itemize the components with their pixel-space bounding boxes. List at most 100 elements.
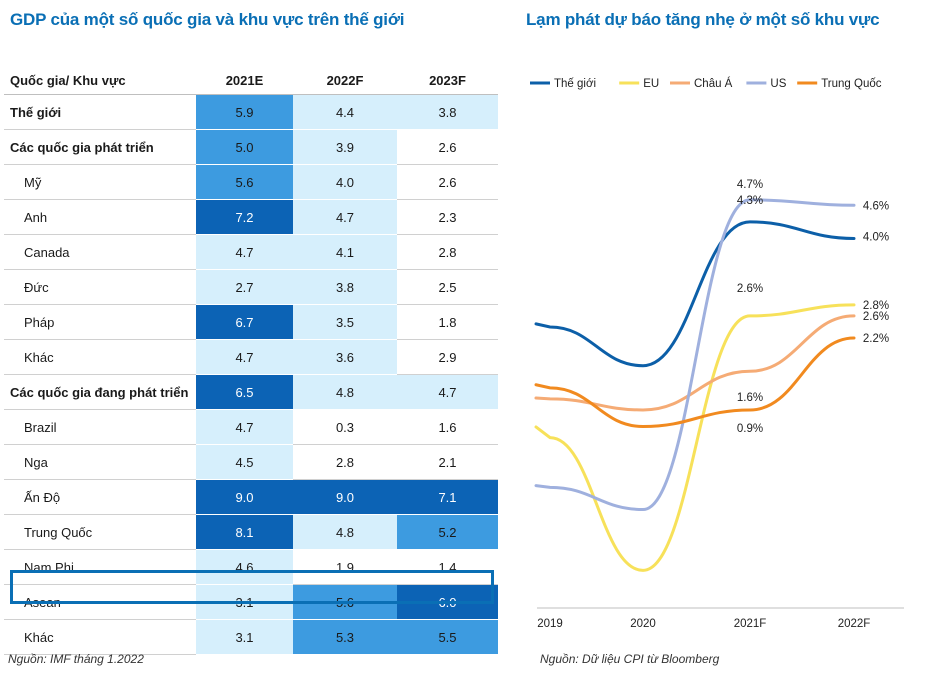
legend-item: Châu Á xyxy=(670,77,733,90)
gdp-value-2023f: 5.2 xyxy=(397,514,498,550)
gdp-table-header: Quốc gia/ Khu vực 2021E 2022F 2023F xyxy=(4,66,498,95)
inflation-chart-title: Lạm phát dự báo tăng nhẹ ở một số khu vự… xyxy=(526,10,880,29)
region-name: Đức xyxy=(4,269,196,305)
table-row: Canada 4.7 4.1 2.8 xyxy=(4,234,498,270)
series-line xyxy=(534,198,856,512)
data-label: 0.9% xyxy=(737,423,763,435)
gdp-value-2022f: 5.6 xyxy=(293,584,397,620)
legend-item: EU xyxy=(619,78,659,90)
series-line xyxy=(534,336,856,429)
region-name: Thế giới xyxy=(4,94,196,130)
region-name: Canada xyxy=(4,234,196,270)
data-label: 2.6% xyxy=(737,283,763,295)
gdp-value-2022f: 5.3 xyxy=(293,619,397,655)
table-row: Asean 3.1 5.6 6.0 xyxy=(4,584,498,620)
gdp-table: Quốc gia/ Khu vực 2021E 2022F 2023F Thế … xyxy=(4,66,498,655)
gdp-value-2021e: 6.7 xyxy=(196,304,293,340)
region-name: Các quốc gia đang phát triển xyxy=(4,374,196,410)
header-2021e: 2021E xyxy=(196,66,293,95)
gdp-value-2022f: 3.8 xyxy=(293,269,397,305)
gdp-value-2021e: 8.1 xyxy=(196,514,293,550)
data-label: 4.7% xyxy=(737,179,763,191)
gdp-value-2023f: 2.8 xyxy=(397,234,498,270)
series-line xyxy=(534,220,856,368)
legend-item: US xyxy=(746,78,787,90)
table-row: Đức 2.7 3.8 2.5 xyxy=(4,269,498,305)
gdp-value-2021e: 2.7 xyxy=(196,269,293,305)
gdp-value-2023f: 1.6 xyxy=(397,409,498,445)
gdp-value-2021e: 4.7 xyxy=(196,234,293,270)
chart-legend: Thế giới EU Châu Á US Trung Quốc xyxy=(530,77,882,90)
data-label: 4.0% xyxy=(863,231,889,243)
header-region: Quốc gia/ Khu vực xyxy=(4,66,196,95)
x-tick-label: 2019 xyxy=(537,618,563,630)
gdp-value-2023f: 4.7 xyxy=(397,374,498,410)
gdp-value-2022f: 4.0 xyxy=(293,164,397,200)
region-name: Nga xyxy=(4,444,196,480)
data-label: 4.3% xyxy=(737,195,763,207)
region-name: Brazil xyxy=(4,409,196,445)
gdp-value-2022f: 4.7 xyxy=(293,199,397,235)
gdp-value-2022f: 0.3 xyxy=(293,409,397,445)
legend-label: US xyxy=(770,78,786,90)
gdp-value-2023f: 2.3 xyxy=(397,199,498,235)
header-2023f: 2023F xyxy=(397,66,498,95)
gdp-value-2022f: 1.9 xyxy=(293,549,397,585)
series-line xyxy=(534,314,856,412)
data-label: 2.8% xyxy=(863,300,889,312)
gdp-value-2021e: 7.2 xyxy=(196,199,293,235)
gdp-value-2021e: 4.5 xyxy=(196,444,293,480)
data-label: 2.2% xyxy=(863,333,889,345)
table-row: Các quốc gia đang phát triển 6.5 4.8 4.7 xyxy=(4,374,498,410)
region-name: Anh xyxy=(4,199,196,235)
gdp-table-title: GDP của một số quốc gia và khu vực trên … xyxy=(10,10,405,29)
gdp-value-2021e: 5.9 xyxy=(196,94,293,130)
gdp-value-2022f: 3.5 xyxy=(293,304,397,340)
gdp-value-2021e: 5.0 xyxy=(196,129,293,165)
gdp-value-2023f: 5.5 xyxy=(397,619,498,655)
data-label: 1.6% xyxy=(737,392,763,404)
gdp-value-2023f: 2.9 xyxy=(397,339,498,375)
gdp-value-2021e: 3.1 xyxy=(196,619,293,655)
gdp-value-2022f: 2.8 xyxy=(293,444,397,480)
chart-lines xyxy=(534,198,856,572)
gdp-value-2021e: 5.6 xyxy=(196,164,293,200)
gdp-value-2023f: 2.5 xyxy=(397,269,498,305)
legend-label: Thế giới xyxy=(554,78,596,90)
series-line xyxy=(534,303,856,572)
x-tick-label: 2022F xyxy=(838,618,871,630)
gdp-value-2023f: 2.6 xyxy=(397,164,498,200)
gdp-value-2021e: 4.6 xyxy=(196,549,293,585)
region-name: Ấn Độ xyxy=(4,479,196,515)
gdp-source-note: Nguồn: IMF tháng 1.2022 xyxy=(8,652,144,666)
legend-item: Trung Quốc xyxy=(797,78,882,90)
data-labels: 4.3%4.0%2.6%2.8%1.6%2.6%4.7%4.6%0.9%2.2% xyxy=(737,179,889,435)
table-row: Trung Quốc 8.1 4.8 5.2 xyxy=(4,514,498,550)
gdp-value-2021e: 4.7 xyxy=(196,409,293,445)
table-row: Pháp 6.7 3.5 1.8 xyxy=(4,304,498,340)
gdp-value-2021e: 9.0 xyxy=(196,479,293,515)
gdp-value-2023f: 2.6 xyxy=(397,129,498,165)
region-name: Trung Quốc xyxy=(4,514,196,550)
gdp-value-2023f: 1.8 xyxy=(397,304,498,340)
x-tick-label: 2021F xyxy=(734,618,767,630)
gdp-value-2022f: 4.8 xyxy=(293,374,397,410)
data-label: 4.6% xyxy=(863,200,889,212)
x-axis-ticks: 2019 2020 2021F 2022F xyxy=(537,618,870,630)
legend-item: Thế giới xyxy=(530,78,596,90)
gdp-value-2021e: 6.5 xyxy=(196,374,293,410)
gdp-value-2022f: 3.6 xyxy=(293,339,397,375)
legend-label: Trung Quốc xyxy=(821,78,882,90)
region-name: Pháp xyxy=(4,304,196,340)
table-row: Ấn Độ 9.0 9.0 7.1 xyxy=(4,479,498,515)
header-2022f: 2022F xyxy=(293,66,397,95)
data-label: 2.6% xyxy=(863,311,889,323)
table-row: Brazil 4.7 0.3 1.6 xyxy=(4,409,498,445)
gdp-value-2022f: 4.1 xyxy=(293,234,397,270)
region-name: Asean xyxy=(4,584,196,620)
x-tick-label: 2020 xyxy=(630,618,656,630)
table-row: Khác 4.7 3.6 2.9 xyxy=(4,339,498,375)
table-row: Nam Phi 4.6 1.9 1.4 xyxy=(4,549,498,585)
table-row: Anh 7.2 4.7 2.3 xyxy=(4,199,498,235)
table-row: Các quốc gia phát triển 5.0 3.9 2.6 xyxy=(4,129,498,165)
